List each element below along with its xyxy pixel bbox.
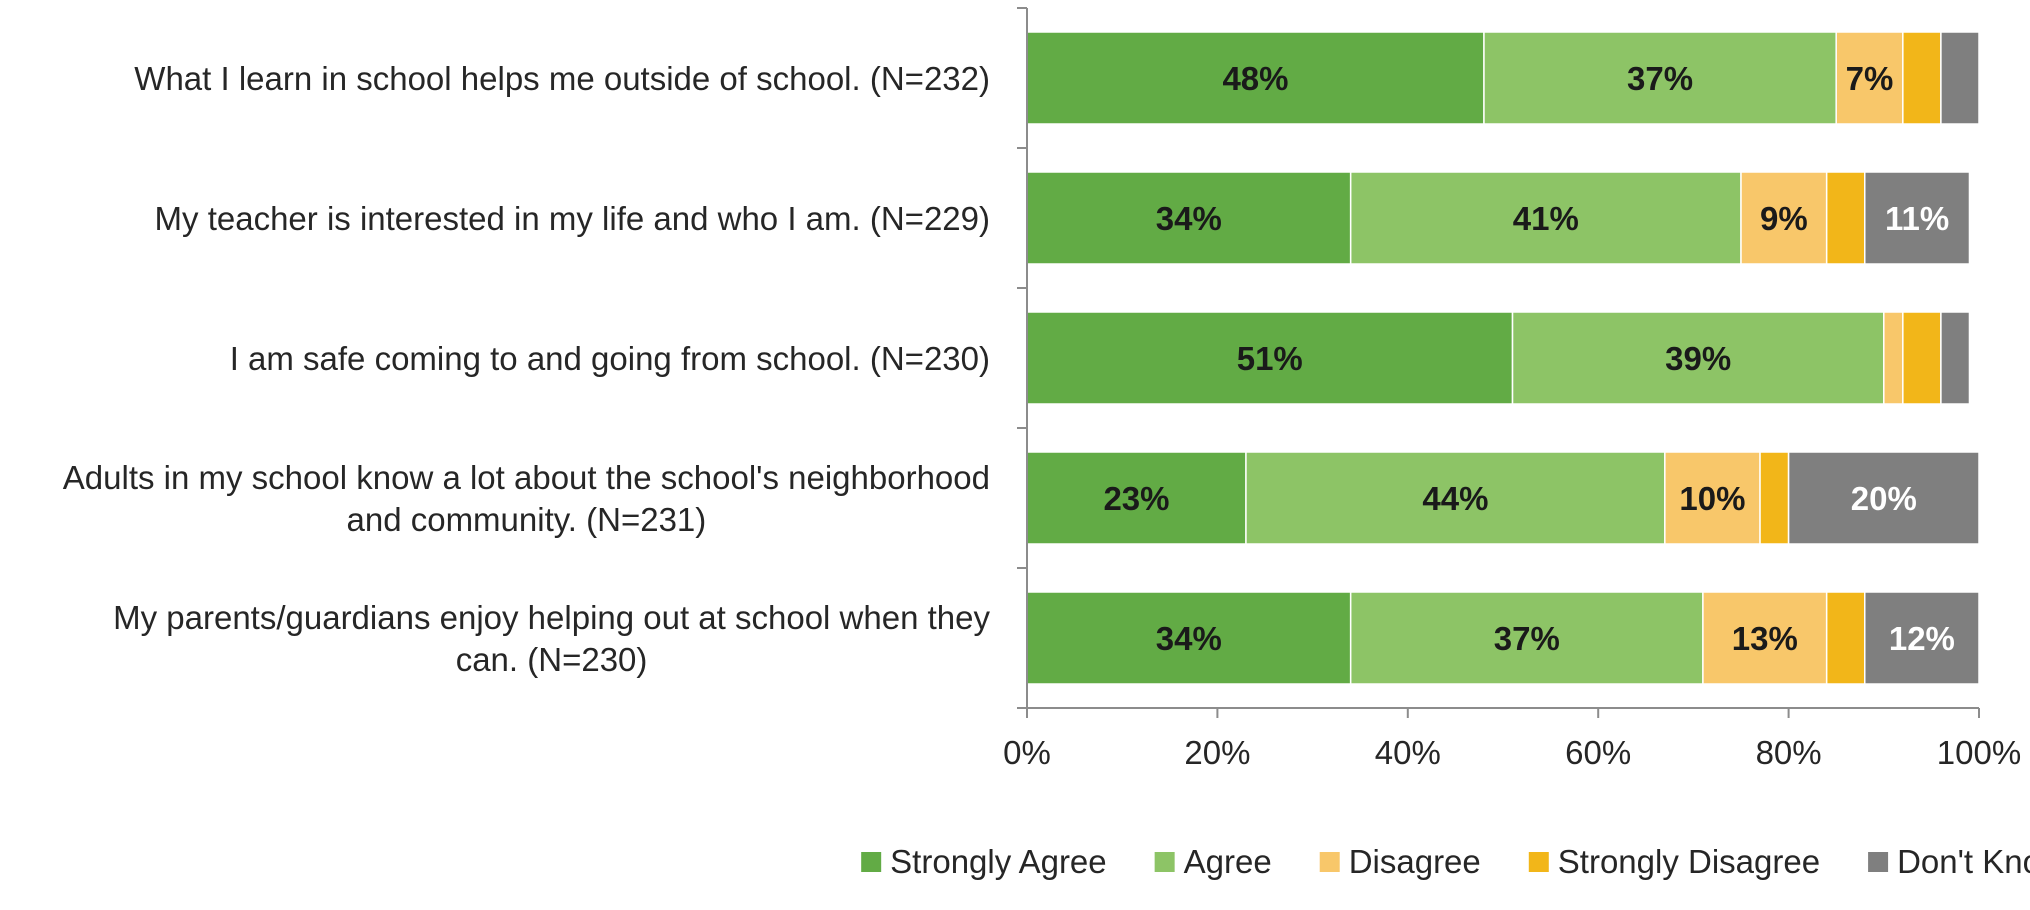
legend-item: Don't Know (1868, 843, 2030, 880)
legend-swatch (1868, 852, 1889, 872)
data-label: 13% (1732, 620, 1798, 657)
legend: Strongly Agree Agree Disagree Strongly Disa… (861, 843, 2030, 880)
bar-row: 34% 37% 13% 12% (1026, 591, 1980, 685)
category-label: My teacher is interested in my life and … (155, 200, 990, 237)
x-tick-label: 60% (1565, 734, 1631, 771)
bar-segment (1864, 171, 1971, 265)
legend-item: Disagree (1319, 843, 1481, 880)
legend-label: Agree (1184, 843, 1272, 880)
legend-label: Disagree (1349, 843, 1481, 880)
bar-segment (1825, 591, 1866, 685)
data-label: 48% (1222, 60, 1288, 97)
legend-label: Strongly Agree (890, 843, 1106, 880)
bar-segment (1883, 311, 1904, 405)
data-label: 23% (1103, 480, 1169, 517)
legend-swatch (1319, 852, 1340, 872)
bar-segment (1740, 171, 1828, 265)
legend-item: Strongly Agree (861, 843, 1107, 880)
legend-item: Strongly Disagree (1528, 843, 1820, 880)
bar-segment (1759, 451, 1790, 545)
data-label: 34% (1156, 200, 1222, 237)
category-label: Adults in my school know a lot about the… (63, 459, 990, 538)
bar-segment (1349, 591, 1704, 685)
bar-segment (1940, 311, 1971, 405)
bar-segment (1483, 31, 1837, 125)
data-label: 9% (1760, 200, 1808, 237)
category-label: My parents/guardians enjoy helping out a… (113, 599, 990, 678)
bar-segment (1864, 591, 1980, 685)
bar-segment (1702, 591, 1828, 685)
data-label: 7% (1846, 60, 1894, 97)
x-tick-label: 20% (1184, 734, 1250, 771)
y-axis (1017, 7, 1028, 709)
data-label: 34% (1156, 620, 1222, 657)
x-axis: 0% 20% 40% 60% 80% 100% (1003, 707, 2021, 771)
data-label: 51% (1237, 340, 1303, 377)
data-label: 41% (1513, 200, 1579, 237)
category-label-line: and community. (N=231) (346, 501, 706, 538)
bar-row: 34% 41% 9% 11% (1026, 171, 1971, 265)
bar-segment (1787, 451, 1980, 545)
legend-swatch (861, 852, 882, 872)
bar-segment (1664, 451, 1761, 545)
x-tick-label: 80% (1756, 734, 1822, 771)
category-label-line: Adults in my school know a lot about the… (63, 459, 990, 496)
bar-segment (1940, 31, 1980, 125)
x-tick-label: 100% (1937, 734, 2021, 771)
bar-segment (1026, 451, 1247, 545)
data-label: 20% (1851, 480, 1917, 517)
legend-item: Agree (1154, 843, 1272, 880)
category-label-line: I am safe coming to and going from schoo… (230, 340, 990, 377)
data-label: 37% (1494, 620, 1560, 657)
data-label: 39% (1665, 340, 1731, 377)
bar-segment (1835, 31, 1904, 125)
bar-segment (1511, 311, 1885, 405)
legend-swatch (1528, 852, 1549, 872)
data-label: 11% (1885, 200, 1949, 237)
legend-label: Strongly Disagree (1558, 843, 1820, 880)
bar-segment (1026, 31, 1485, 125)
category-label-line: can. (N=230) (456, 641, 648, 678)
category-label-line: My teacher is interested in my life and … (155, 200, 990, 237)
data-label: 12% (1889, 620, 1955, 657)
bar-segment (1825, 171, 1866, 265)
x-tick-label: 40% (1375, 734, 1441, 771)
category-label-line: What I learn in school helps me outside … (134, 60, 990, 97)
bar-segment (1902, 311, 1942, 405)
bar-segment (1026, 311, 1514, 405)
category-label-line: My parents/guardians enjoy helping out a… (113, 599, 990, 636)
category-label: I am safe coming to and going from schoo… (230, 340, 990, 377)
bar-segment (1349, 171, 1742, 265)
category-label: What I learn in school helps me outside … (134, 60, 990, 97)
bar-row: 23% 44% 10% 20% (1026, 451, 1980, 545)
bar-row: 48% 37% 7% (1026, 31, 1980, 125)
bar-segment (1026, 171, 1352, 265)
legend-label: Don't Know (1897, 843, 2030, 880)
data-label: 10% (1679, 480, 1745, 517)
data-label: 37% (1627, 60, 1693, 97)
bar-row: 51% 39% (1026, 311, 1971, 405)
bar-segment (1026, 591, 1352, 685)
legend-swatch (1154, 852, 1175, 872)
bar-segment (1902, 31, 1942, 125)
data-label: 44% (1422, 480, 1488, 517)
x-tick-label: 0% (1003, 734, 1051, 771)
